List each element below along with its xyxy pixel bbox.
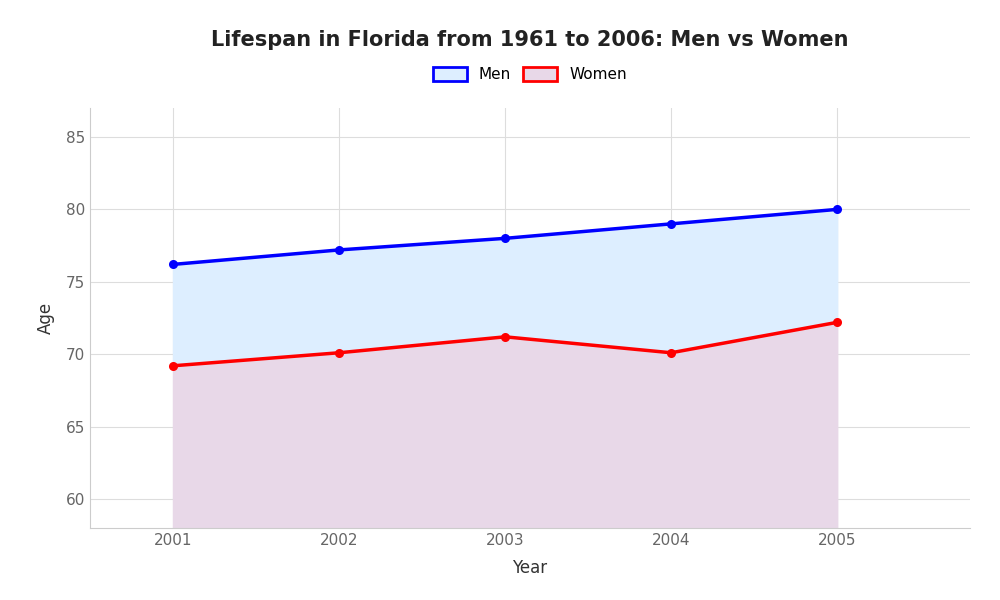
Y-axis label: Age: Age bbox=[37, 302, 55, 334]
X-axis label: Year: Year bbox=[512, 559, 548, 577]
Title: Lifespan in Florida from 1961 to 2006: Men vs Women: Lifespan in Florida from 1961 to 2006: M… bbox=[211, 29, 849, 49]
Legend: Men, Women: Men, Women bbox=[427, 61, 633, 88]
